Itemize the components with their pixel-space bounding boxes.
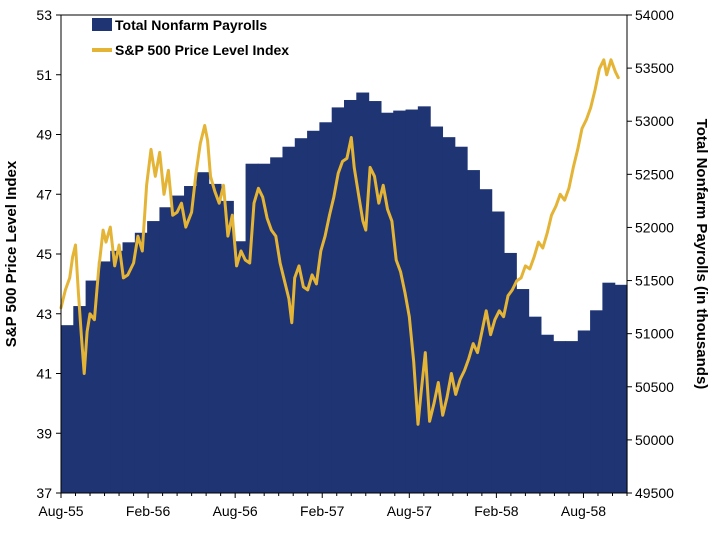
payroll-bar: [233, 241, 247, 493]
left-tick-label: 37: [36, 485, 52, 501]
right-tick-label: 52000: [635, 219, 674, 235]
x-tick-label: Aug-58: [561, 503, 606, 519]
payroll-bar: [122, 242, 136, 493]
payroll-bar: [319, 122, 333, 493]
right-tick-label: 50500: [635, 379, 674, 395]
payroll-bar: [196, 172, 210, 493]
payroll-bar: [245, 163, 259, 493]
left-tick-label: 45: [36, 246, 52, 262]
payroll-bar: [220, 200, 234, 493]
payroll-bar: [171, 195, 185, 493]
y-left-axis-title: S&P 500 Price Level Index: [3, 160, 20, 347]
x-tick-label: Aug-56: [213, 503, 258, 519]
sp500-line: [59, 58, 620, 426]
legend-swatch-payrolls: [92, 18, 112, 31]
payroll-bar: [467, 170, 480, 493]
y-right-axis-title: Total Nonfarm Payrolls (in thousands): [693, 119, 710, 390]
payroll-bar: [528, 316, 542, 493]
payroll-bar: [184, 186, 197, 493]
legend: Total Nonfarm Payrolls S&P 500 Price Leve…: [92, 17, 289, 58]
payroll-bar: [577, 330, 591, 493]
payroll-bar: [380, 112, 394, 493]
right-tick-label: 53000: [635, 113, 674, 129]
payroll-bars: [61, 92, 628, 493]
payroll-bar: [430, 126, 444, 493]
right-tick-label: 52500: [635, 166, 674, 182]
payroll-bar: [110, 250, 124, 493]
payroll-bar: [270, 157, 284, 493]
payroll-bar: [442, 137, 456, 493]
payroll-bar: [307, 130, 320, 493]
right-tick-label: 54000: [635, 7, 674, 23]
left-tick-label: 49: [36, 127, 52, 143]
right-tick-label: 53500: [635, 60, 674, 76]
x-tick-label: Feb-58: [474, 503, 519, 519]
payroll-bar: [294, 138, 308, 493]
left-tick-label: 51: [36, 67, 52, 83]
payroll-bar: [417, 106, 431, 493]
axes: 37 39 41 43 45 47 49 51 53 49500 50000 50500 51000 51…: [3, 7, 710, 519]
payroll-bar: [516, 289, 530, 493]
right-tick-label: 51000: [635, 326, 674, 342]
payroll-bar: [503, 252, 517, 493]
x-tick-label: Aug-57: [387, 503, 432, 519]
payroll-bar: [553, 341, 567, 493]
payroll-bar: [491, 211, 505, 493]
legend-label-sp500: S&P 500 Price Level Index: [115, 42, 289, 58]
payroll-bar: [393, 110, 407, 493]
left-tick-label: 53: [36, 7, 52, 23]
payroll-bar: [147, 221, 161, 493]
x-tick-label: Feb-57: [300, 503, 345, 519]
payroll-bar: [368, 101, 382, 493]
left-tick-label: 41: [36, 366, 52, 382]
payroll-bar: [134, 232, 148, 493]
legend-label-payrolls: Total Nonfarm Payrolls: [115, 17, 267, 33]
right-tick-label: 50000: [635, 432, 674, 448]
payroll-bar: [614, 284, 628, 493]
x-tick-label: Feb-56: [126, 503, 171, 519]
payroll-bar: [85, 280, 99, 493]
payroll-bar: [61, 325, 74, 493]
payroll-bar: [479, 189, 493, 493]
payroll-bar: [159, 207, 173, 493]
payroll-bar: [344, 99, 357, 493]
payroll-bar: [97, 261, 111, 493]
payroll-bar: [356, 92, 370, 493]
payroll-bar: [73, 306, 87, 493]
left-tick-label: 43: [36, 306, 52, 322]
right-tick-label: 49500: [635, 485, 674, 501]
payroll-bar: [565, 341, 579, 493]
payroll-bar: [331, 107, 345, 493]
payroll-bar: [282, 146, 296, 493]
payroll-bar: [257, 163, 271, 493]
payroll-bar: [208, 183, 222, 493]
x-tick-label: Aug-55: [38, 503, 83, 519]
payroll-bar: [540, 334, 554, 493]
left-tick-label: 39: [36, 425, 52, 441]
right-tick-label: 51500: [635, 273, 674, 289]
left-tick-label: 47: [36, 186, 52, 202]
payroll-bar: [602, 282, 616, 493]
payroll-bar: [454, 146, 468, 493]
payroll-bar: [590, 310, 603, 493]
